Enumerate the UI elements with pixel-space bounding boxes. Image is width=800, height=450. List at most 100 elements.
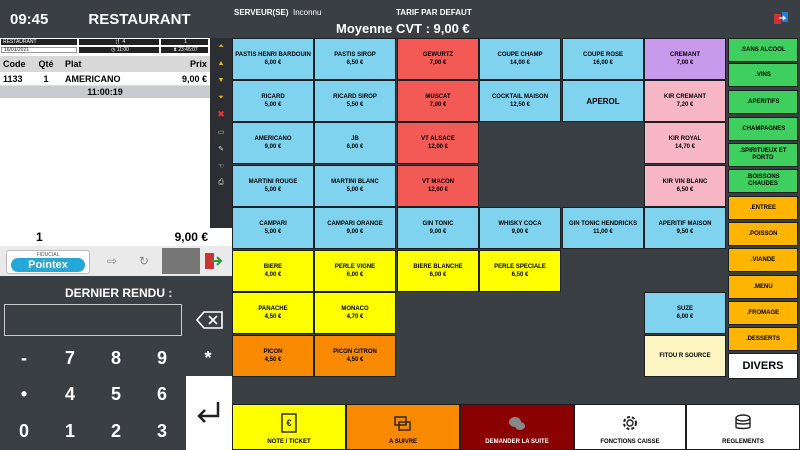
product-button[interactable]: APERITIF MAISON 9,50 €: [644, 207, 726, 249]
product-button[interactable]: AMERICANO 9,00 €: [232, 122, 314, 164]
table-number: 4: [122, 39, 126, 45]
note-ticket-button[interactable]: € NOTE / TICKET: [232, 404, 346, 450]
product-button[interactable]: COUPE ROSE 16,00 €: [562, 38, 644, 80]
ticket-table: 🍴 4: [79, 39, 159, 45]
a-suivre-button[interactable]: A SUIVRE: [346, 404, 460, 450]
product-button[interactable]: PERLE SPECIALE 6,50 €: [479, 250, 561, 292]
col-plat: Plat: [65, 59, 82, 69]
product-price: 7,20 €: [676, 101, 694, 108]
product-button[interactable]: KIR VIN BLANC 6,50 €: [644, 165, 726, 207]
product-price: 6,00 €: [346, 271, 364, 278]
key-4[interactable]: 4: [64, 383, 75, 404]
fonctions-caisse-button[interactable]: FONCTIONS CAISSE: [574, 404, 686, 450]
scroll-bottom-icon[interactable]: ⏷: [218, 93, 224, 101]
key-7[interactable]: 7: [64, 347, 75, 368]
scroll-top-icon[interactable]: ⏶: [218, 42, 224, 50]
tarif-label[interactable]: TARIF PAR DEFAUT: [396, 8, 472, 17]
product-button[interactable]: WHISKY COCA 9,00 €: [479, 207, 561, 249]
print-icon[interactable]: ⎙: [218, 178, 224, 186]
key-2[interactable]: 2: [110, 420, 121, 441]
product-button[interactable]: VT MACON 12,00 €: [397, 165, 479, 207]
product-name: PERLE VIGNE: [334, 263, 376, 270]
delete-line-icon[interactable]: ✖: [217, 109, 225, 119]
key-8[interactable]: 8: [110, 347, 121, 368]
product-button[interactable]: MUSCAT 7,00 €: [397, 80, 479, 122]
product-button[interactable]: PANACHE 4,50 €: [232, 292, 314, 334]
hand-icon[interactable]: ☜: [217, 162, 225, 170]
product-button[interactable]: CAMPARI 5,00 €: [232, 207, 314, 249]
key-1[interactable]: 1: [64, 420, 75, 441]
category-button[interactable]: DIVERS: [728, 353, 798, 379]
product-button[interactable]: PASTIS SIROP 6,50 €: [314, 38, 396, 80]
product-button[interactable]: MARTINI BLANC 5,00 €: [314, 165, 396, 207]
enter-icon: [197, 402, 220, 423]
key-minus[interactable]: -: [21, 347, 27, 368]
product-button[interactable]: MONACO 4,70 €: [314, 292, 396, 334]
product-button[interactable]: GIN TONIC HENDRICKS 11,00 €: [562, 207, 644, 249]
last-change-display[interactable]: [4, 304, 182, 336]
server-info[interactable]: SERVEUR(SE) Inconnu: [234, 8, 321, 17]
category-button[interactable]: .MENU: [728, 275, 798, 299]
scroll-up-icon[interactable]: ▲: [217, 60, 225, 67]
category-button[interactable]: .FROMAGE: [728, 301, 798, 325]
product-button[interactable]: KIR CREMANT 7,20 €: [644, 80, 726, 122]
key-dot[interactable]: •: [20, 383, 28, 404]
category-button[interactable]: .DESSERTS: [728, 327, 798, 351]
refresh-icon[interactable]: ↻: [138, 254, 150, 268]
blank-button[interactable]: [162, 248, 200, 274]
key-9[interactable]: 9: [156, 347, 167, 368]
product-button[interactable]: COUPE CHAMP 14,00 €: [479, 38, 561, 80]
ticket-open-time: ◷ 11:00: [79, 47, 159, 53]
enter-button[interactable]: [186, 376, 232, 450]
category-button[interactable]: .VINS: [728, 63, 798, 87]
category-button[interactable]: .SPIRITUEUX ET PORTO: [728, 143, 798, 167]
category-button[interactable]: .ENTREE: [728, 196, 798, 220]
category-button[interactable]: .VIANDE: [728, 248, 798, 272]
product-button[interactable]: RICARD 5,00 €: [232, 80, 314, 122]
product-button[interactable]: VT ALSACE 12,00 €: [397, 122, 479, 164]
product-price: 9,00 €: [429, 228, 447, 235]
category-button[interactable]: .POISSON: [728, 222, 798, 246]
product-button[interactable]: BIERE BLANCHE 6,00 €: [397, 250, 479, 292]
key-3[interactable]: 3: [156, 420, 167, 441]
key-5[interactable]: 5: [110, 383, 121, 404]
category-button[interactable]: .APERITIFS: [728, 90, 798, 114]
demander-suite-button[interactable]: DEMANDER LA SUITE: [460, 404, 574, 450]
product-button[interactable]: CREMANT 7,00 €: [644, 38, 726, 80]
edit-line-icon[interactable]: ✎: [218, 145, 224, 153]
transfer-icon[interactable]: ⇨: [106, 254, 118, 268]
product-button[interactable]: SUZE 6,00 €: [644, 292, 726, 334]
product-button[interactable]: MARTINI ROUGE 5,00 €: [232, 165, 314, 207]
product-button[interactable]: JB 6,00 €: [314, 122, 396, 164]
product-name: COUPE CHAMP: [497, 51, 543, 58]
scroll-down-icon[interactable]: ▼: [217, 77, 225, 84]
product-button[interactable]: CAMPARI ORANGE 9,00 €: [314, 207, 396, 249]
category-button[interactable]: .BOISSONS CHAUDES: [728, 169, 798, 193]
key-6[interactable]: 6: [156, 383, 167, 404]
product-button[interactable]: GEWURTZ 7,00 €: [397, 38, 479, 80]
product-button[interactable]: COCKTAIL MAISON 12,50 €: [479, 80, 561, 122]
product-button[interactable]: FITOU R SOURCE: [644, 335, 726, 377]
money-icon[interactable]: ▭: [217, 128, 225, 136]
product-button[interactable]: BIERE 4,00 €: [232, 250, 314, 292]
key-0[interactable]: 0: [18, 420, 29, 441]
product-button[interactable]: PERLE VIGNE 6,00 €: [314, 250, 396, 292]
reglements-button[interactable]: REGLEMENTS: [686, 404, 800, 450]
product-button[interactable]: APEROL: [562, 80, 644, 122]
product-price: 6,00 €: [264, 59, 282, 66]
product-button[interactable]: KIR ROYAL 14,70 €: [644, 122, 726, 164]
product-button[interactable]: PICON 4,50 €: [232, 335, 314, 377]
category-button[interactable]: .SANS ALCOOL: [728, 38, 798, 62]
product-button[interactable]: RICARD SIROP 5,50 €: [314, 80, 396, 122]
switch-user-icon[interactable]: [772, 10, 790, 26]
product-name: SUZE: [676, 305, 693, 312]
product-button[interactable]: GIN TONIC 9,00 €: [397, 207, 479, 249]
key-multiply[interactable]: *: [204, 347, 212, 368]
product-button[interactable]: PICON CITRON 4,50 €: [314, 335, 396, 377]
ticket-line[interactable]: 1133 1 AMERICANO 9,00 €: [0, 72, 210, 86]
action-label: NOTE / TICKET: [267, 439, 311, 445]
category-button[interactable]: .CHAMPAGNES: [728, 117, 798, 141]
backspace-icon[interactable]: [196, 310, 224, 330]
product-button[interactable]: PASTIS HENRI BARDOUIN 6,00 €: [232, 38, 314, 80]
exit-icon[interactable]: [202, 250, 224, 272]
